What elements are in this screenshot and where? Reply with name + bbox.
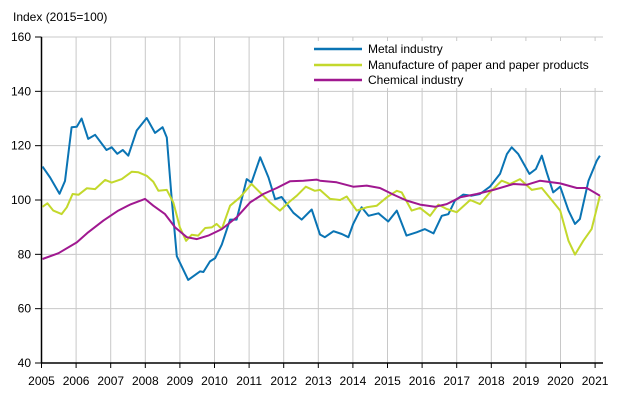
y-tick-label: 120 — [11, 139, 31, 153]
x-tick-label: 2009 — [167, 374, 194, 388]
legend-label: Manufacture of paper and paper products — [368, 58, 589, 72]
y-tick-label: 80 — [18, 247, 32, 261]
paper-products-line — [41, 170, 601, 256]
series-lines — [41, 117, 601, 281]
legend-item-paper: Manufacture of paper and paper products — [314, 58, 589, 72]
x-tick-label: 2008 — [132, 374, 159, 388]
x-tick-label: 2018 — [478, 374, 505, 388]
legend-label: Metal industry — [368, 42, 443, 56]
x-tick-label: 2021 — [582, 374, 609, 388]
x-tick-label: 2015 — [374, 374, 401, 388]
x-tick-label: 2017 — [443, 374, 470, 388]
x-tick-label: 2005 — [28, 374, 55, 388]
legend-label: Chemical industry — [368, 73, 463, 87]
x-tick-label: 2013 — [305, 374, 332, 388]
x-tick-label: 2012 — [270, 374, 297, 388]
x-tick-label: 2020 — [547, 374, 574, 388]
x-tick-label: 2006 — [63, 374, 90, 388]
y-tick-label: 60 — [18, 302, 32, 316]
x-tick-label: 2011 — [236, 374, 262, 388]
chemical-industry-line — [42, 178, 601, 260]
legend: Metal industry Manufacture of paper and … — [308, 41, 600, 88]
y-tick-label: 40 — [18, 356, 32, 370]
legend-item-metal: Metal industry — [314, 42, 443, 56]
y-tick-label: 140 — [11, 84, 31, 98]
metal-industry-line — [41, 117, 601, 281]
x-tick-label: 2019 — [513, 374, 540, 388]
x-tick-label: 2007 — [97, 374, 124, 388]
x-tick-label: 2014 — [340, 374, 367, 388]
legend-item-chemical: Chemical industry — [314, 73, 463, 87]
y-tick-label: 160 — [11, 30, 31, 44]
y-axis-title: Index (2015=100) — [13, 10, 107, 24]
y-tick-label: 100 — [11, 193, 31, 207]
x-tick-label: 2016 — [409, 374, 436, 388]
axes: 40 60 80 100 120 140 160 2005 2006 2007 2008 2009 20… — [11, 30, 609, 388]
x-tick-label: 2010 — [201, 374, 228, 388]
